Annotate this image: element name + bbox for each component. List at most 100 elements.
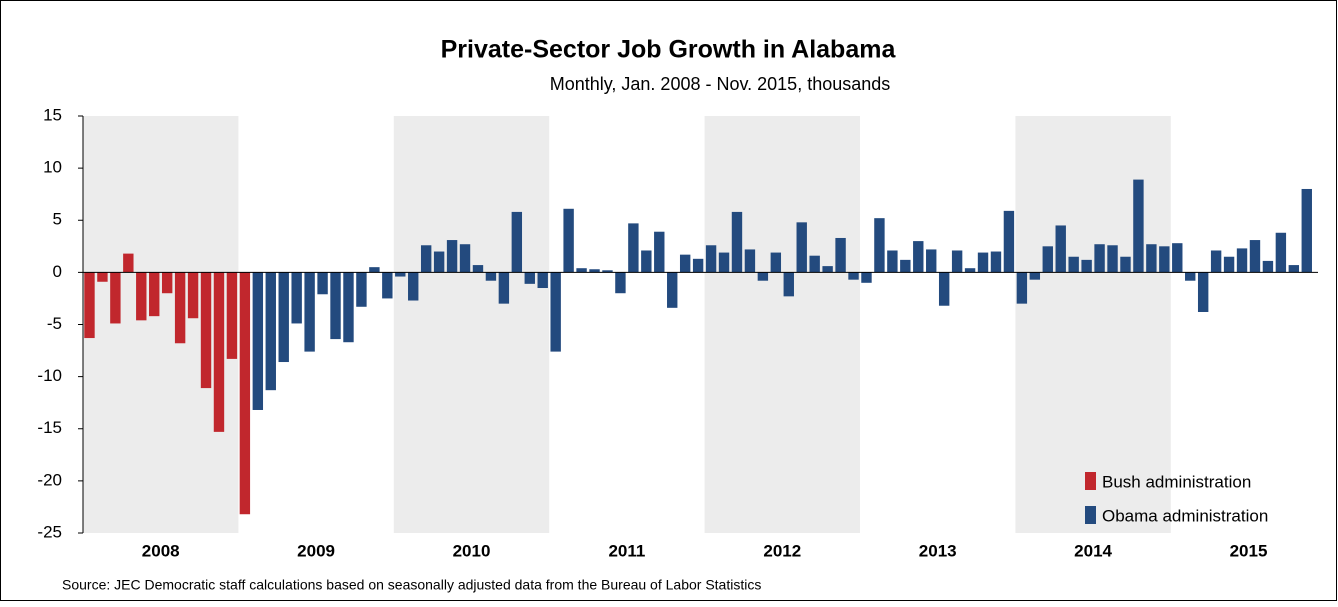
bar <box>1210 250 1222 273</box>
bar <box>1185 272 1196 281</box>
bar <box>226 272 238 359</box>
bar <box>1236 248 1248 273</box>
bar <box>1055 225 1066 273</box>
bar <box>1016 272 1028 304</box>
x-tick-label: 2011 <box>608 541 645 560</box>
bar <box>1223 256 1235 273</box>
bar <box>97 272 108 282</box>
bar <box>848 272 859 280</box>
bar <box>252 272 264 410</box>
bar <box>589 269 600 273</box>
bar <box>861 272 872 283</box>
bar <box>265 272 276 391</box>
bar <box>174 272 186 344</box>
bar <box>731 211 743 273</box>
year-band <box>393 116 550 533</box>
chart-subtitle: Monthly, Jan. 2008 - Nov. 2015, thousand… <box>550 74 891 94</box>
bar <box>913 241 924 273</box>
bar <box>705 245 717 273</box>
bar <box>1197 272 1209 312</box>
bar <box>938 272 950 306</box>
year-band <box>83 116 239 533</box>
bar <box>964 268 976 273</box>
bar <box>615 272 626 294</box>
bar <box>628 223 639 273</box>
bar <box>667 272 678 308</box>
bar <box>757 272 769 281</box>
bar <box>602 270 613 273</box>
bar <box>654 231 665 273</box>
bar <box>692 258 704 273</box>
bar <box>900 259 911 273</box>
x-tick-label: 2015 <box>1230 541 1268 560</box>
y-tick-label: 15 <box>43 105 62 124</box>
bar <box>796 222 807 273</box>
x-tick-label: 2012 <box>763 541 801 560</box>
bar <box>641 250 652 273</box>
bar <box>977 252 989 273</box>
y-tick-label: 10 <box>43 158 62 177</box>
bar <box>679 254 691 273</box>
bar <box>1107 245 1118 273</box>
x-tick-label: 2014 <box>1074 541 1112 560</box>
bar <box>446 240 458 273</box>
x-tick-label: 2013 <box>919 541 957 560</box>
bar <box>433 251 445 273</box>
bar <box>291 272 302 324</box>
bar <box>576 268 587 273</box>
year-bands <box>83 116 1171 533</box>
y-tick-label: 5 <box>53 210 62 229</box>
bar <box>1159 246 1170 273</box>
bar <box>149 272 160 317</box>
bar <box>887 250 898 273</box>
bar <box>1094 244 1105 273</box>
bar <box>395 272 406 277</box>
bar <box>239 272 251 515</box>
bar <box>369 267 380 273</box>
bar <box>84 272 95 339</box>
bar <box>161 272 173 294</box>
bar <box>809 255 820 273</box>
legend-swatch <box>1085 472 1096 490</box>
bar <box>123 253 134 273</box>
bar <box>498 272 510 304</box>
bar <box>951 250 963 273</box>
legend-label: Obama administration <box>1102 506 1268 525</box>
y-tick-label: -15 <box>37 418 62 437</box>
bar <box>1003 210 1015 273</box>
bar <box>550 272 561 352</box>
bar <box>770 252 782 273</box>
bar <box>1042 246 1053 273</box>
bar <box>1029 272 1041 280</box>
bar <box>1262 260 1274 273</box>
bar <box>187 272 199 319</box>
bar <box>511 211 523 273</box>
bar <box>278 272 289 363</box>
bar <box>110 272 121 324</box>
bar <box>356 272 367 307</box>
y-tick-label: -10 <box>37 366 62 385</box>
bar <box>1133 179 1144 273</box>
bar <box>1275 232 1287 273</box>
source-note: Source: JEC Democratic staff calculation… <box>62 577 761 593</box>
bar <box>718 252 730 273</box>
bar <box>317 272 328 295</box>
y-tick-label: -5 <box>47 314 62 333</box>
legend-swatch <box>1085 506 1096 524</box>
bar <box>213 272 225 432</box>
y-tick-label: -20 <box>37 470 62 489</box>
bar <box>537 272 548 289</box>
bar <box>1081 259 1092 273</box>
bar <box>1146 244 1157 273</box>
x-tick-label: 2008 <box>142 541 180 560</box>
x-tick-label: 2010 <box>453 541 491 560</box>
bar <box>420 245 432 273</box>
bar <box>835 237 846 273</box>
bar <box>1301 188 1312 273</box>
bar <box>874 218 885 273</box>
legend-label: Bush administration <box>1102 472 1251 491</box>
bar <box>1172 243 1183 273</box>
bar <box>1120 256 1131 273</box>
bar <box>926 249 937 273</box>
